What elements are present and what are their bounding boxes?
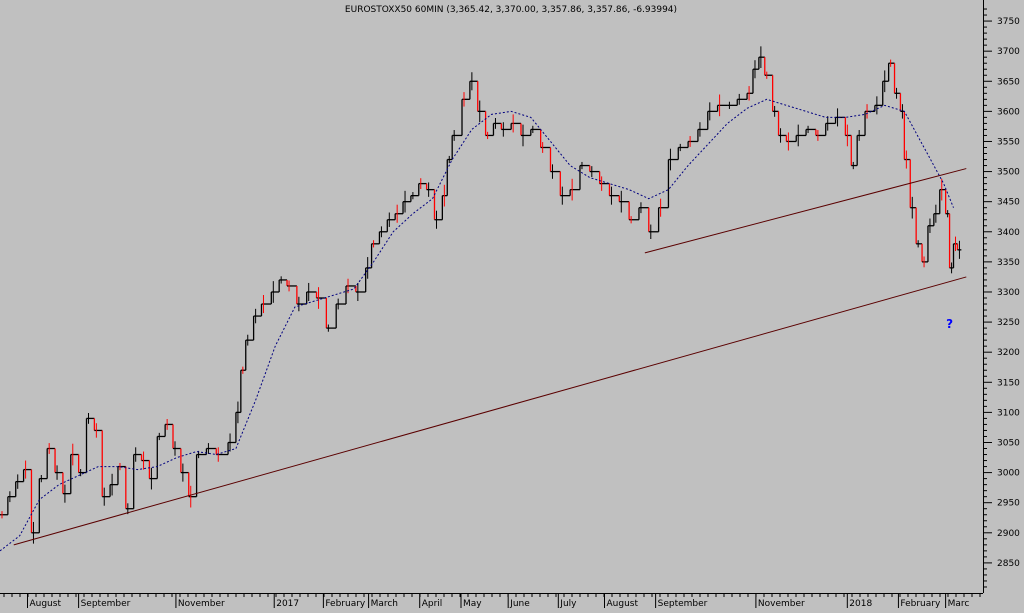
y-tick-label: 3500 bbox=[997, 168, 1020, 178]
y-tick-label: 3100 bbox=[997, 408, 1020, 418]
chart-title: EUROSTOXX50 60MIN (3,365.42, 3,370.00, 3… bbox=[345, 5, 677, 15]
y-tick-label: 3700 bbox=[997, 47, 1020, 57]
x-tick-label: February bbox=[900, 599, 941, 608]
trendline bbox=[13, 276, 967, 546]
y-tick-label: 3450 bbox=[997, 198, 1020, 208]
x-tick-label: 2017 bbox=[276, 599, 299, 608]
y-tick-label: 2950 bbox=[997, 499, 1020, 509]
y-tick-label: 3050 bbox=[997, 438, 1020, 448]
x-tick-label: November bbox=[758, 599, 805, 608]
y-axis: 2850 2900 2950 3000 3050 3100 3150 3200 3250 3300… bbox=[983, 0, 1024, 608]
x-tick-label: 2018 bbox=[849, 599, 872, 608]
trendline bbox=[644, 168, 967, 254]
y-tick-label: 3600 bbox=[997, 107, 1020, 117]
x-tick-label: November bbox=[178, 599, 225, 608]
y-tick-label: 3150 bbox=[997, 378, 1020, 388]
x-tick-label: August bbox=[607, 599, 639, 608]
y-tick-label: 3000 bbox=[997, 469, 1020, 479]
y-tick-label: 3750 bbox=[997, 17, 1020, 27]
y-axis-panel bbox=[983, 0, 1024, 608]
trendline-layer bbox=[13, 168, 967, 546]
x-tick-label: July bbox=[559, 599, 577, 608]
x-axis: August September November 2017 February March… bbox=[0, 593, 983, 609]
y-tick-label: 3200 bbox=[997, 348, 1020, 358]
x-tick-label: September bbox=[81, 599, 131, 608]
y-tick-label: 3350 bbox=[997, 258, 1020, 268]
annotation-layer: ? bbox=[946, 317, 953, 331]
x-axis-panel bbox=[0, 593, 983, 608]
y-tick-label: 2900 bbox=[997, 529, 1020, 539]
y-tick-label: 2850 bbox=[997, 559, 1020, 569]
y-tick-label: 3550 bbox=[997, 137, 1020, 147]
x-tick-label: June bbox=[509, 599, 530, 608]
x-tick-label: Marc bbox=[948, 599, 970, 608]
x-tick-label: February bbox=[325, 599, 366, 608]
annotation-label: ? bbox=[946, 317, 953, 331]
x-tick-label: March bbox=[371, 599, 398, 608]
series-layer bbox=[0, 46, 962, 552]
x-tick-label: May bbox=[463, 599, 482, 608]
y-tick-label: 3400 bbox=[997, 228, 1020, 238]
y-tick-label: 3650 bbox=[997, 77, 1020, 87]
y-tick-label: 3300 bbox=[997, 288, 1020, 298]
y-tick-label: 3250 bbox=[997, 318, 1020, 328]
x-tick-label: August bbox=[29, 599, 61, 608]
moving-average-line bbox=[0, 98, 954, 552]
x-tick-label: April bbox=[422, 599, 443, 608]
x-tick-label: September bbox=[658, 599, 708, 608]
